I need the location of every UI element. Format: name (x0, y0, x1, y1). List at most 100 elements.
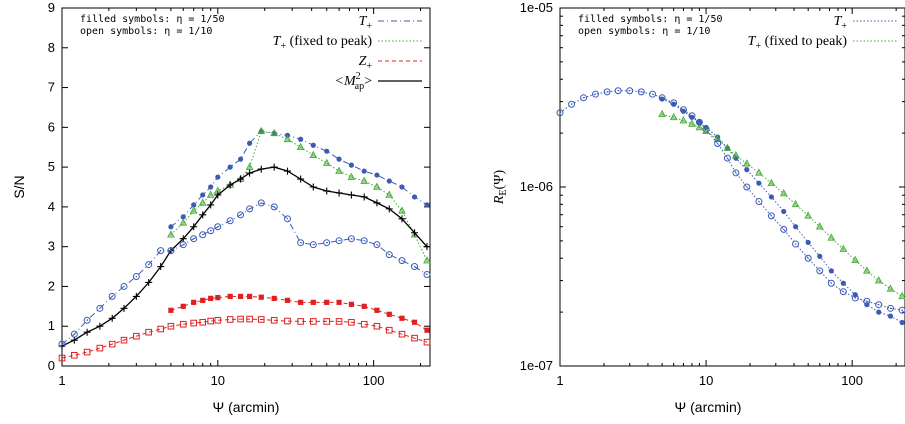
data-point (755, 168, 763, 176)
data-point (723, 143, 732, 151)
series-line (170, 295, 428, 331)
y-tick-label: 1e-07 (520, 358, 553, 373)
data-point (411, 194, 418, 200)
data-point (348, 162, 355, 168)
data-point (347, 191, 355, 199)
data-point (424, 202, 430, 208)
data-point (898, 291, 905, 300)
data-point (373, 182, 381, 190)
data-point (373, 199, 381, 207)
data-point (215, 174, 221, 180)
series-1 (658, 109, 905, 300)
data-point (669, 112, 678, 121)
sn-series-group (58, 126, 431, 362)
data-point (792, 240, 800, 248)
data-point (411, 334, 418, 342)
data-point (246, 169, 254, 177)
data-point (649, 90, 657, 98)
data-point (568, 100, 576, 108)
legend-label: <M2 ap> (335, 71, 373, 92)
data-point (283, 167, 291, 175)
series-0 (659, 96, 905, 326)
data-point (804, 211, 813, 219)
sn-x-axis-label: Ψ (arcmin) (213, 399, 280, 415)
data-point (226, 316, 234, 323)
data-point (688, 112, 696, 120)
series-3 (58, 163, 431, 350)
data-point (179, 218, 188, 226)
data-point (132, 273, 140, 280)
data-point (399, 315, 405, 321)
data-point (323, 318, 331, 325)
data-point (360, 193, 368, 201)
data-point (257, 165, 265, 173)
data-point (309, 241, 317, 249)
data-point (398, 257, 406, 265)
data-point (271, 295, 277, 301)
re-note-filled: filled symbols: η = 1/50 (578, 14, 723, 25)
data-point (108, 314, 116, 322)
data-point (411, 263, 419, 271)
data-point (145, 261, 153, 269)
re-note-open: open symbols: η = 1/10 (578, 26, 710, 37)
data-point (373, 241, 381, 249)
data-point (214, 316, 222, 324)
data-point (702, 125, 710, 133)
data-point (96, 304, 104, 312)
data-point (199, 318, 207, 326)
data-point (258, 294, 264, 300)
data-point (398, 215, 406, 223)
data-point (347, 235, 355, 243)
data-point (157, 247, 165, 255)
data-point (226, 181, 234, 189)
data-point (840, 280, 846, 286)
data-point (199, 231, 207, 239)
data-point (83, 348, 91, 356)
data-point (145, 278, 153, 286)
data-point (83, 328, 91, 336)
legend-label: T+ (359, 14, 373, 32)
data-point (207, 201, 215, 209)
y-tick-label: 6 (48, 119, 55, 134)
data-point (208, 295, 214, 301)
data-point (133, 332, 140, 340)
sn-plot-frame (61, 7, 431, 367)
data-point (862, 266, 871, 274)
data-point (96, 322, 104, 330)
data-point (886, 304, 894, 312)
data-point (296, 142, 305, 151)
data-point (374, 307, 380, 313)
legend-label: T+ (fixed to peak) (748, 34, 848, 52)
data-point (768, 194, 775, 200)
data-point (592, 90, 600, 98)
data-point (167, 247, 175, 255)
data-point (744, 167, 750, 173)
series-line (61, 318, 428, 359)
data-point (58, 354, 66, 362)
data-point (120, 304, 128, 312)
data-point (96, 344, 104, 352)
data-point (815, 222, 824, 230)
data-point (423, 271, 431, 279)
legend-label: T+ (834, 14, 848, 32)
data-point (198, 198, 207, 206)
data-point (200, 192, 206, 198)
data-point (257, 199, 265, 207)
data-point (839, 288, 847, 296)
data-point (755, 197, 763, 205)
data-point (283, 215, 291, 223)
data-point (108, 340, 116, 348)
data-point (374, 172, 380, 178)
data-point (323, 239, 331, 247)
data-point (679, 106, 687, 114)
data-point (385, 326, 393, 334)
data-point (270, 316, 278, 324)
data-point (637, 88, 645, 96)
series-line (61, 202, 428, 345)
y-tick-label: 8 (48, 40, 55, 55)
data-point (70, 336, 78, 344)
data-point (827, 279, 835, 287)
